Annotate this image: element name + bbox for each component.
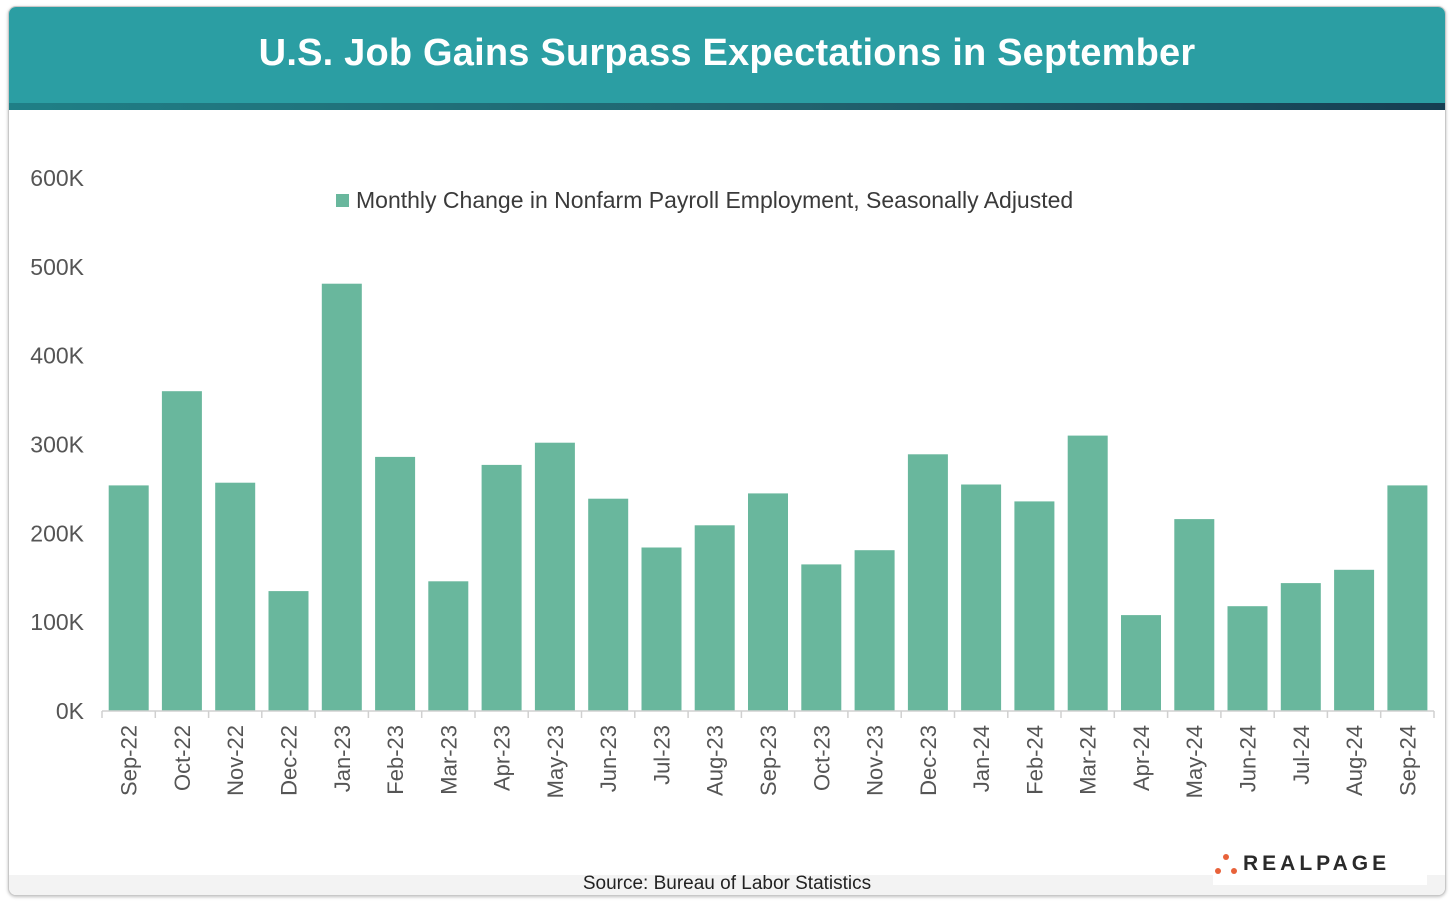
legend-swatch — [336, 194, 349, 207]
bar — [694, 525, 735, 711]
x-tick-label: Mar-23 — [436, 725, 461, 795]
bar — [1121, 615, 1161, 711]
title-stripe — [9, 103, 1445, 110]
y-tick-label: 200K — [30, 520, 84, 546]
x-tick-label: Jun-23 — [596, 725, 621, 792]
bar — [534, 442, 575, 711]
y-tick-label: 0K — [56, 698, 85, 724]
x-tick-label: Nov-23 — [863, 725, 888, 796]
footer-band — [9, 875, 1445, 895]
bar — [481, 464, 522, 711]
x-tick-label: May-23 — [543, 725, 568, 798]
x-axis: Sep-22 Oct-22 Nov-22 Dec-22 Jan-23 Feb-23 Mar-… — [101, 711, 1435, 798]
x-tick-label: Jan-23 — [330, 725, 355, 792]
bar-chart: 0K 100K 200K 300K 400K 500K 600K Monthly Chang… — [30, 165, 1435, 798]
x-tick-label: Apr-24 — [1129, 725, 1154, 791]
bar — [215, 482, 256, 711]
chart-title: U.S. Job Gains Surpass Expectations in S… — [258, 31, 1196, 74]
y-tick-label: 400K — [30, 343, 84, 369]
bar — [1387, 485, 1428, 711]
bar — [1174, 519, 1215, 711]
bar — [1280, 583, 1321, 711]
bar — [854, 550, 895, 711]
logo-text: REALPAGE — [1243, 852, 1391, 875]
bar — [748, 493, 788, 711]
x-tick-label: Feb-23 — [383, 725, 408, 795]
bar — [161, 391, 202, 711]
bar — [801, 564, 842, 711]
x-tick-label: Sep-23 — [756, 725, 781, 796]
legend: Monthly Change in Nonfarm Payroll Employ… — [336, 187, 1073, 213]
x-tick-label: Jan-24 — [969, 725, 994, 792]
dots-triangle-icon — [1215, 854, 1237, 874]
x-tick-label: Jun-24 — [1236, 725, 1261, 792]
x-tick-label: Sep-22 — [117, 725, 142, 796]
x-tick-label: Oct-23 — [809, 725, 834, 791]
y-tick-label: 100K — [30, 609, 84, 635]
x-tick-label: Aug-24 — [1342, 725, 1367, 796]
x-tick-label: Aug-23 — [703, 725, 728, 796]
x-tick-label: Jul-24 — [1289, 725, 1314, 785]
bar — [907, 454, 948, 711]
legend-label: Monthly Change in Nonfarm Payroll Employ… — [356, 187, 1073, 213]
x-tick-label: Nov-22 — [223, 725, 248, 796]
x-tick-label: May-24 — [1182, 725, 1207, 798]
y-tick-label: 500K — [30, 254, 84, 280]
bar — [1227, 606, 1268, 711]
bar — [321, 283, 362, 711]
x-tick-label: Apr-23 — [490, 725, 515, 791]
x-tick-label: Oct-22 — [170, 725, 195, 791]
x-tick-label: Feb-24 — [1022, 725, 1047, 795]
x-tick-label: Dec-22 — [277, 725, 302, 796]
bar — [1067, 435, 1108, 711]
y-tick-label: 300K — [30, 432, 84, 458]
x-tick-label: Jul-23 — [649, 725, 674, 785]
bar — [1334, 569, 1375, 711]
title-banner: U.S. Job Gains Surpass Expectations in S… — [9, 7, 1445, 103]
x-tick-label: Sep-24 — [1395, 725, 1420, 796]
source-note: Source: Bureau of Labor Statistics — [582, 873, 872, 894]
bar — [428, 581, 469, 711]
x-tick-label: Dec-23 — [916, 725, 941, 796]
bar — [588, 498, 629, 711]
y-tick-label: 600K — [30, 165, 84, 191]
bar — [375, 456, 416, 711]
bar — [641, 547, 682, 711]
y-axis: 0K 100K 200K 300K 400K 500K 600K — [30, 165, 84, 724]
chart-card: U.S. Job Gains Surpass Expectations in S… — [8, 6, 1446, 896]
bars — [108, 283, 1428, 711]
bar — [108, 485, 149, 711]
realpage-logo: REALPAGE — [1213, 843, 1427, 885]
bar — [268, 591, 309, 711]
x-tick-label: Mar-24 — [1076, 725, 1101, 795]
bar — [1014, 501, 1055, 711]
bar — [961, 484, 1002, 711]
